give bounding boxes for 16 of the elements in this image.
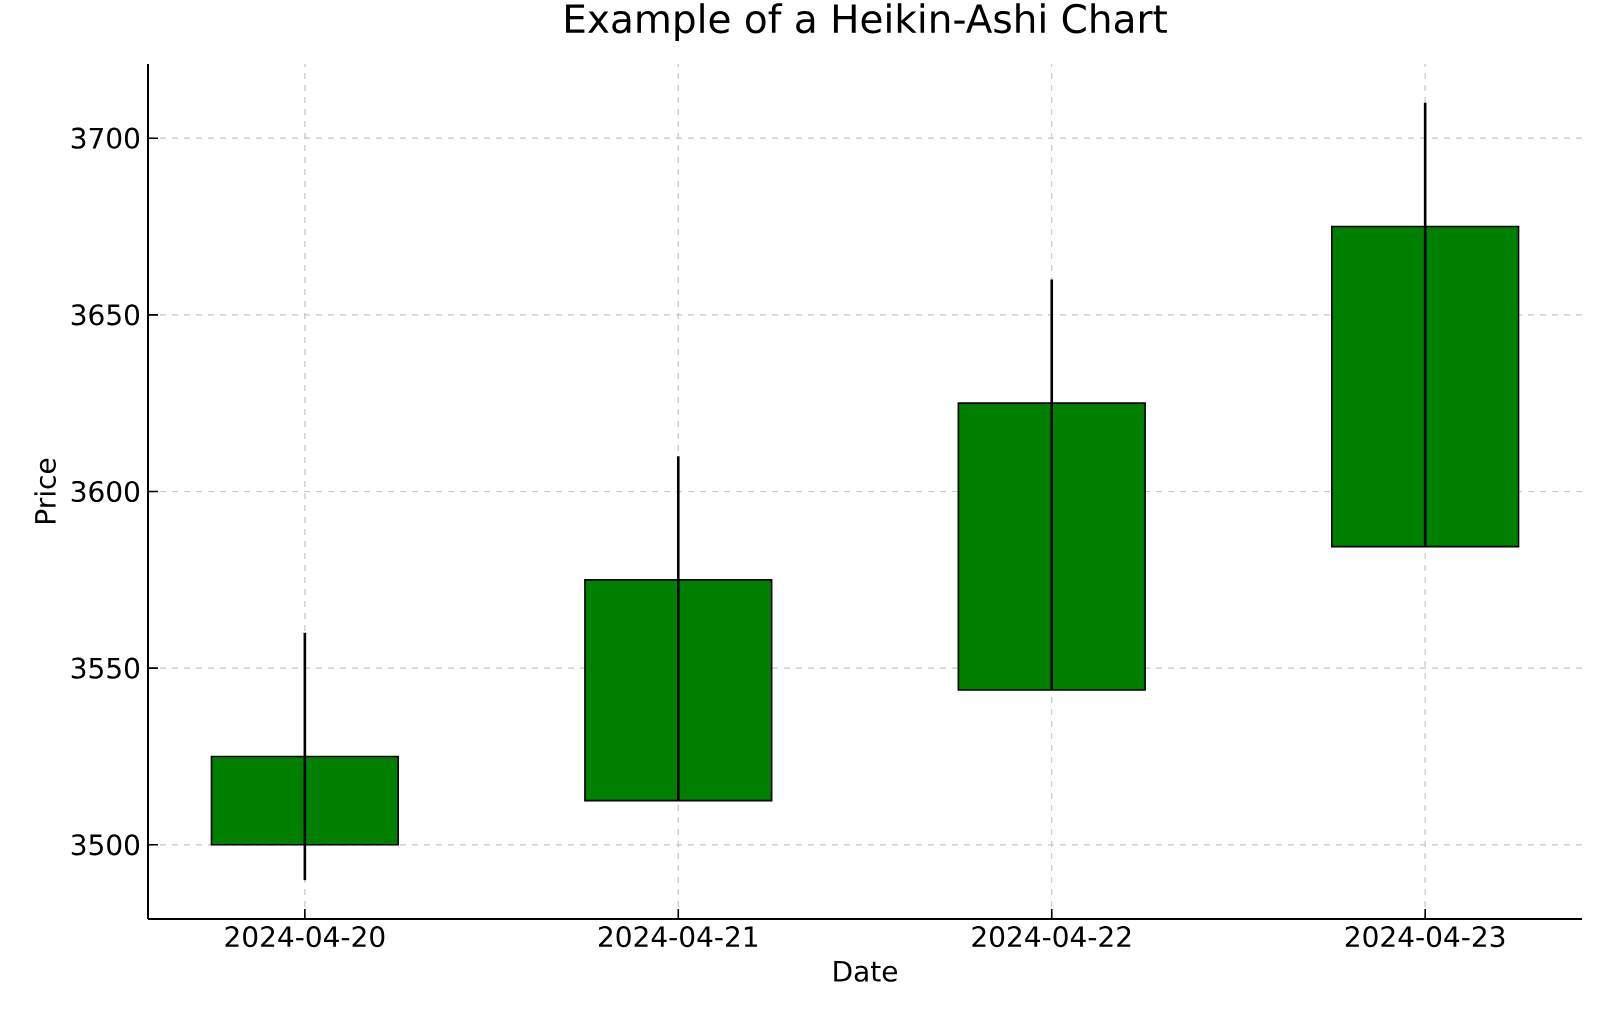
candlestick (1331, 101, 1520, 548)
y-tick-label: 3700 (71, 127, 140, 149)
chart-title: Example of a Heikin-Ashi Chart (566, 3, 1167, 41)
y-axis-title: Price (34, 458, 56, 523)
x-axis-title: Date (834, 960, 897, 982)
y-tick-label: 3650 (71, 304, 140, 326)
candlestick (957, 278, 1146, 692)
x-tick-label: 2024-04-20 (225, 926, 385, 948)
candlestick (584, 454, 773, 802)
candlestick (210, 631, 400, 882)
y-tick-label: 3600 (71, 480, 140, 503)
x-tick-label: 2024-04-23 (1345, 926, 1505, 948)
y-tick-label: 3550 (71, 657, 140, 679)
y-tick-label: 3500 (71, 834, 140, 856)
x-tick-label: 2024-04-22 (972, 926, 1131, 948)
x-tick-label: 2024-04-21 (598, 926, 758, 948)
